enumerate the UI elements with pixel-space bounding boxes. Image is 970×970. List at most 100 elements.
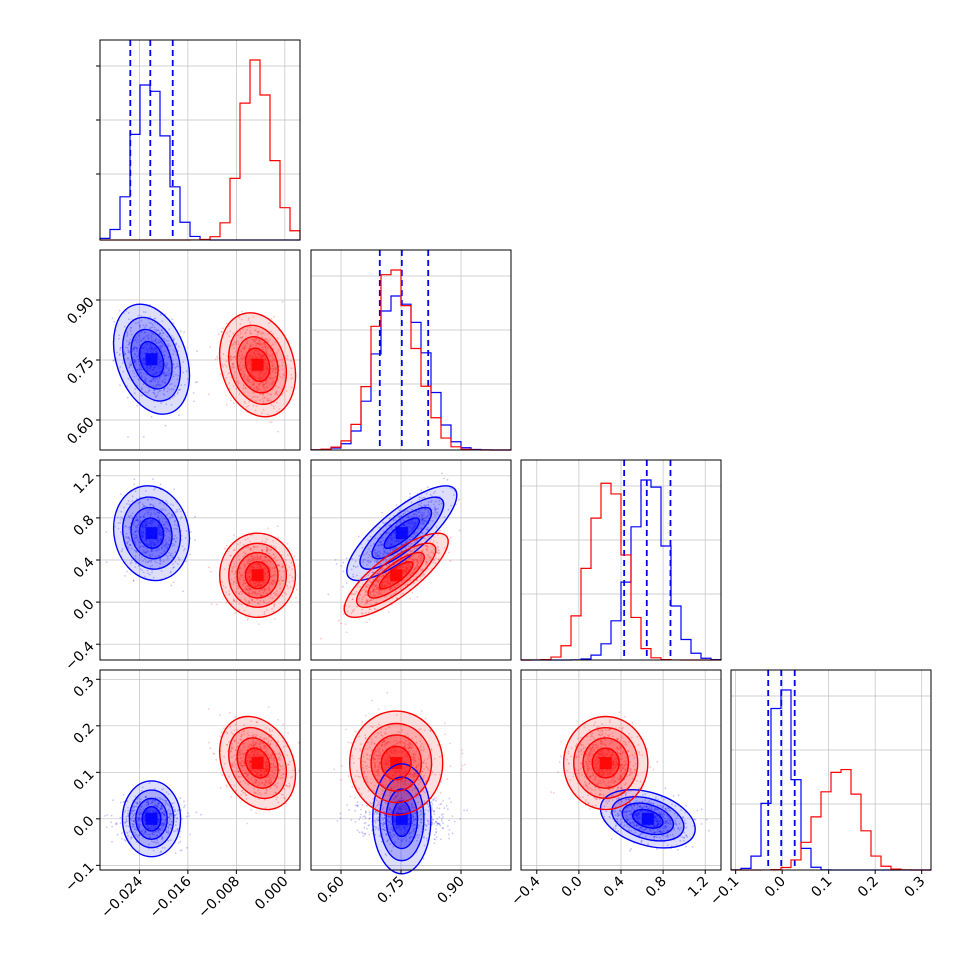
sample-point — [254, 376, 257, 378]
sample-point — [135, 534, 138, 536]
sample-point — [263, 383, 265, 385]
sample-point — [148, 337, 151, 340]
sample-point — [154, 543, 156, 546]
sample-point — [159, 526, 162, 529]
sample-point — [155, 330, 158, 333]
sample-point — [149, 503, 152, 506]
sample-point — [262, 408, 265, 411]
sample-point — [235, 340, 238, 343]
sample-point — [263, 375, 265, 377]
sample-point — [150, 546, 153, 548]
sample-point — [127, 436, 129, 438]
sample-point — [140, 320, 143, 322]
sample-point — [126, 503, 128, 505]
sample-point — [168, 367, 171, 370]
sample-point — [264, 369, 267, 372]
sample-point — [238, 316, 241, 319]
sample-point — [334, 559, 337, 561]
sample-point — [173, 528, 175, 530]
sample-point — [237, 340, 240, 343]
sample-point — [255, 386, 258, 389]
sample-point — [200, 813, 202, 816]
sample-point — [130, 326, 133, 329]
sample-point — [154, 513, 157, 515]
sample-point — [159, 562, 162, 565]
sample-point — [132, 579, 135, 582]
sample-point — [258, 343, 260, 346]
sample-point — [139, 516, 142, 518]
sample-point — [174, 350, 177, 353]
sample-point — [264, 388, 267, 391]
sample-point — [140, 366, 143, 369]
sample-point — [152, 379, 155, 381]
sample-point — [145, 540, 148, 542]
sample-point — [140, 315, 143, 317]
sample-point — [275, 391, 278, 394]
sample-point — [142, 560, 144, 562]
sample-point — [140, 346, 143, 349]
sample-point — [141, 337, 144, 340]
sample-point — [194, 515, 196, 518]
sample-point — [169, 531, 172, 533]
sample-point — [267, 399, 269, 402]
sample-point — [175, 342, 178, 345]
sample-point — [129, 329, 132, 332]
sample-point — [263, 373, 266, 375]
sample-point — [142, 534, 145, 537]
sample-point — [188, 815, 190, 817]
sample-point — [135, 519, 137, 522]
sample-point — [168, 328, 171, 331]
sample-point — [262, 346, 264, 348]
sample-point — [259, 378, 261, 381]
sample-point — [271, 383, 273, 386]
sample-point — [259, 376, 262, 379]
sample-point — [247, 319, 250, 321]
sample-point — [185, 560, 188, 563]
sample-point — [163, 357, 166, 360]
sample-point — [147, 390, 150, 393]
sample-point — [254, 339, 256, 342]
sample-point — [162, 393, 165, 395]
sample-point — [239, 337, 242, 339]
sample-point — [141, 524, 144, 526]
sample-point — [139, 363, 142, 366]
sample-point — [184, 548, 186, 550]
sample-point — [271, 377, 273, 380]
sample-point — [127, 357, 130, 360]
sample-point — [258, 372, 261, 375]
sample-point — [221, 331, 223, 333]
sample-point — [166, 372, 169, 374]
sample-point — [271, 382, 274, 385]
sample-point — [147, 522, 150, 525]
sample-point — [267, 369, 269, 371]
sample-point — [249, 385, 252, 388]
sample-point — [161, 546, 164, 548]
sample-point — [164, 364, 167, 367]
sample-point — [274, 372, 277, 375]
sample-point — [240, 369, 242, 371]
sample-point — [105, 561, 108, 564]
sample-point — [189, 833, 192, 836]
sample-point — [161, 533, 163, 536]
sample-point — [291, 376, 294, 379]
sample-point — [241, 347, 244, 349]
sample-point — [134, 339, 137, 342]
sample-point — [132, 358, 135, 361]
sample-point — [409, 597, 412, 600]
sample-point — [151, 380, 154, 382]
sample-point — [143, 551, 145, 554]
sample-point — [248, 367, 251, 370]
sample-point — [286, 354, 289, 357]
sample-point — [219, 786, 222, 789]
sample-point — [163, 523, 166, 526]
sample-point — [274, 618, 276, 620]
sample-point — [135, 375, 138, 377]
sample-point — [149, 544, 152, 547]
sample-point — [257, 377, 260, 379]
sample-point — [120, 550, 123, 553]
sample-point — [148, 347, 151, 350]
sample-point — [281, 358, 284, 361]
sample-point — [231, 366, 234, 368]
sample-point — [249, 368, 252, 371]
sample-point — [260, 382, 263, 384]
